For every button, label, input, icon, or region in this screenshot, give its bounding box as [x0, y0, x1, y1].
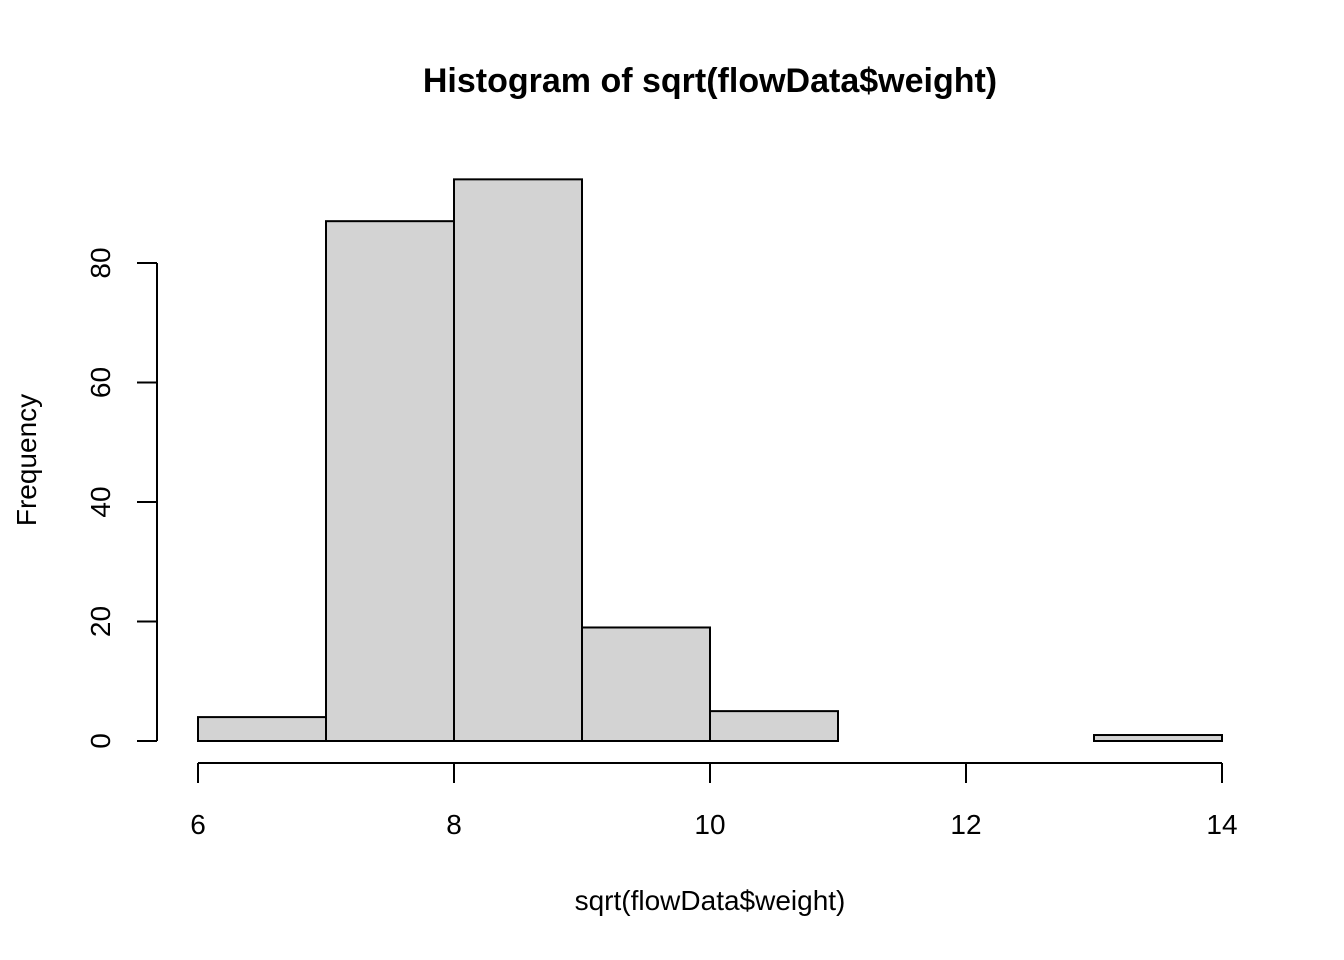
histogram-bar-3 — [581, 626, 711, 742]
y-tick-label: 0 — [85, 733, 116, 749]
y-tick-label: 60 — [85, 367, 116, 398]
x-axis-label: sqrt(flowData$weight) — [575, 885, 846, 916]
x-tick-label: 6 — [190, 809, 206, 840]
y-tick-label: 40 — [85, 486, 116, 517]
y-axis-label: Frequency — [11, 394, 42, 526]
histogram-bar-0 — [197, 716, 327, 742]
histogram-bar-7 — [1093, 734, 1223, 743]
histogram-bars — [197, 178, 1223, 743]
chart-title: Histogram of sqrt(flowData$weight) — [423, 62, 997, 100]
histogram-bar-1 — [325, 220, 455, 743]
x-tick-label: 14 — [1206, 809, 1237, 840]
histogram-bar-4 — [709, 710, 839, 742]
y-tick-label: 80 — [85, 247, 116, 278]
y-tick-label: 20 — [85, 606, 116, 637]
x-axis: 6 8 10 12 14 — [190, 762, 1238, 840]
x-tick-label: 12 — [950, 809, 981, 840]
x-tick-label: 10 — [694, 809, 725, 840]
y-axis: 0 20 40 60 80 — [85, 247, 158, 749]
x-tick-label: 8 — [446, 809, 462, 840]
histogram-bar-2 — [453, 178, 583, 743]
